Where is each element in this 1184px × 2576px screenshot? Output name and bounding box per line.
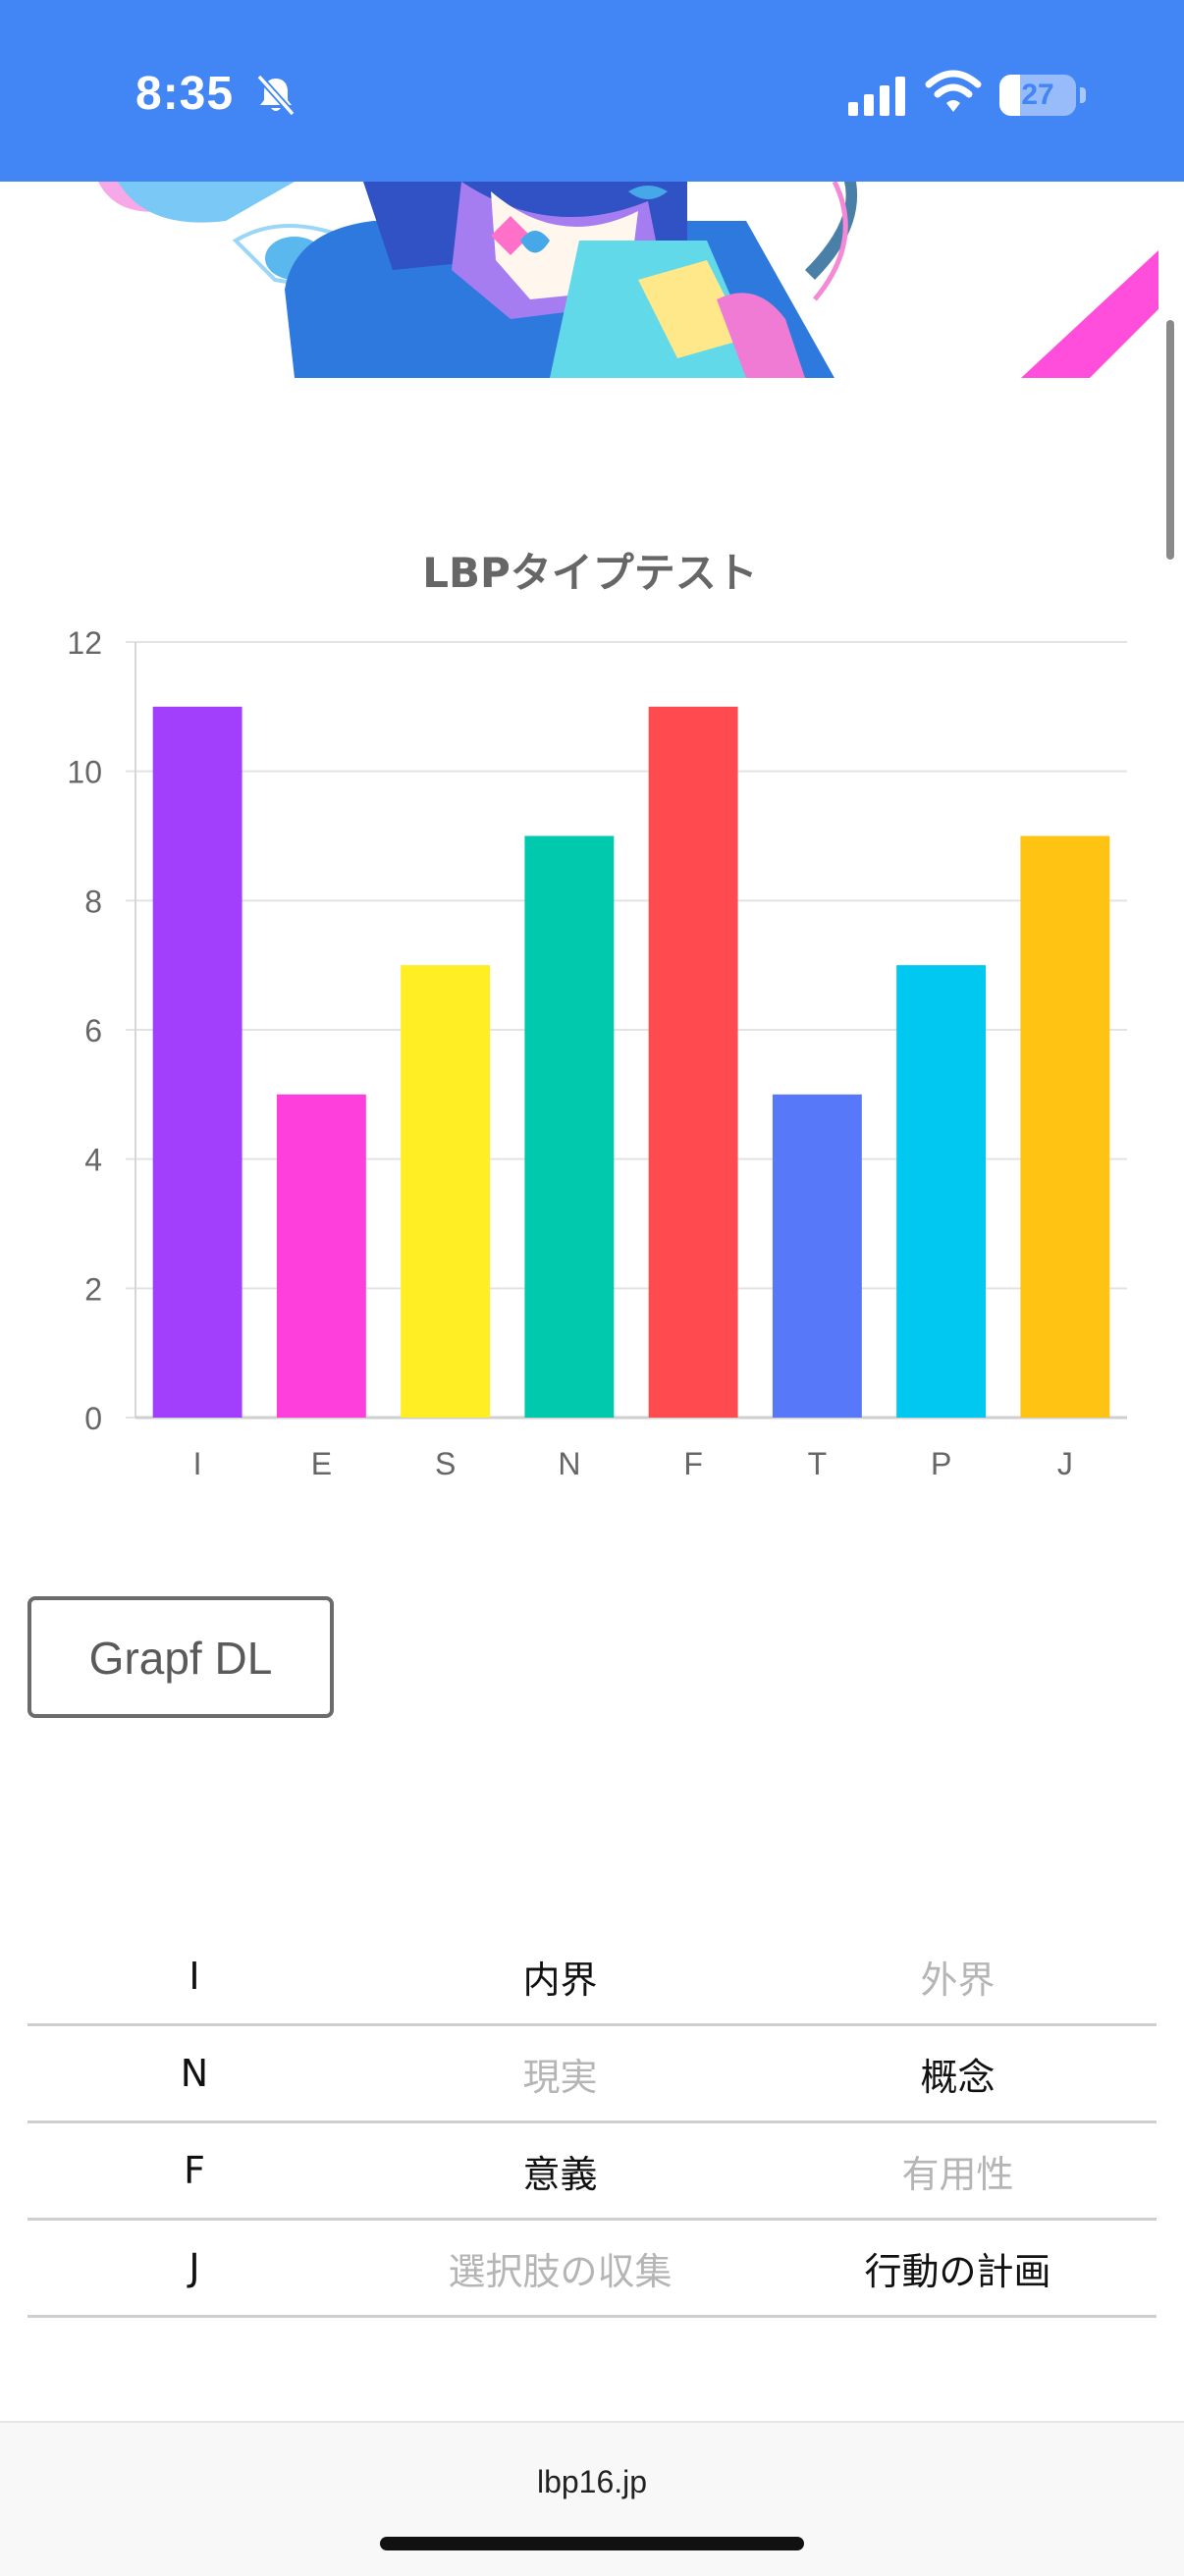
y-tick-label: 4 bbox=[84, 1143, 102, 1178]
battery-tip bbox=[1080, 87, 1086, 103]
bar-N[interactable] bbox=[524, 835, 615, 1419]
result-key: I bbox=[27, 1929, 361, 2026]
home-indicator[interactable] bbox=[380, 2537, 804, 2550]
result-key: F bbox=[27, 2121, 361, 2221]
result-row: I 内界 外界 bbox=[27, 1929, 1157, 2026]
bar-E[interactable] bbox=[276, 1094, 366, 1418]
result-option-b: 行動の計画 bbox=[759, 2219, 1157, 2318]
result-option-a: 選択肢の収集 bbox=[361, 2219, 759, 2318]
x-tick-label: J bbox=[1057, 1446, 1073, 1481]
x-tick-label: I bbox=[193, 1446, 202, 1481]
y-tick-label: 0 bbox=[84, 1401, 102, 1436]
result-key: J bbox=[27, 2219, 361, 2318]
x-tick-label: E bbox=[311, 1446, 332, 1481]
bar-F[interactable] bbox=[648, 706, 738, 1418]
bar-S[interactable] bbox=[401, 965, 491, 1418]
y-tick-label: 8 bbox=[84, 884, 102, 919]
y-tick-label: 6 bbox=[84, 1013, 102, 1048]
wifi-icon bbox=[925, 70, 982, 112]
result-option-b: 外界 bbox=[759, 1929, 1157, 2026]
bell-muted-icon bbox=[256, 74, 296, 117]
status-bar: 8:35 27 bbox=[0, 0, 1184, 182]
result-table: I 内界 外界 N 現実 概念 F 意義 有用性 J 選択肢の収集 行動の計画 bbox=[27, 1929, 1157, 2318]
result-row: N 現実 概念 bbox=[27, 2024, 1157, 2123]
result-option-a: 現実 bbox=[361, 2024, 759, 2123]
result-option-b: 概念 bbox=[759, 2024, 1157, 2123]
bar-I[interactable] bbox=[152, 706, 242, 1418]
scrollbar[interactable] bbox=[1166, 320, 1174, 560]
cellular-signal-icon bbox=[848, 77, 905, 116]
bar-P[interactable] bbox=[896, 965, 987, 1418]
status-time: 8:35 bbox=[135, 68, 235, 120]
browser-url-bar[interactable]: lbp16.jp bbox=[0, 2421, 1184, 2576]
bar-J[interactable] bbox=[1020, 835, 1110, 1419]
url-text[interactable]: lbp16.jp bbox=[536, 2464, 648, 2499]
result-option-a: 内界 bbox=[361, 1929, 759, 2026]
x-tick-label: S bbox=[435, 1446, 456, 1481]
bar-T[interactable] bbox=[772, 1094, 862, 1418]
x-tick-label: T bbox=[808, 1446, 828, 1481]
hero-illustration bbox=[98, 182, 1158, 378]
battery-fill bbox=[999, 75, 1021, 116]
graph-download-button[interactable]: Grapf DL bbox=[27, 1596, 334, 1718]
y-tick-label: 2 bbox=[84, 1271, 102, 1307]
battery-level: 27 bbox=[1021, 79, 1054, 111]
result-option-b: 有用性 bbox=[759, 2121, 1157, 2221]
lbp-bar-chart: 0 2 4 6 8 10 12 I E S N F T P J LBPタイプテスト bbox=[67, 549, 1127, 1481]
battery-indicator: 27 bbox=[999, 75, 1076, 116]
chart-title: LBPタイプテスト bbox=[422, 549, 758, 597]
result-key: N bbox=[27, 2024, 361, 2123]
y-tick-label: 10 bbox=[67, 755, 102, 790]
result-row: F 意義 有用性 bbox=[27, 2121, 1157, 2221]
x-tick-label: P bbox=[931, 1446, 951, 1481]
y-tick-label: 12 bbox=[67, 625, 102, 661]
result-option-a: 意義 bbox=[361, 2121, 759, 2221]
x-tick-label: F bbox=[683, 1446, 703, 1481]
x-tick-label: N bbox=[558, 1446, 580, 1481]
result-row: J 選択肢の収集 行動の計画 bbox=[27, 2219, 1157, 2318]
